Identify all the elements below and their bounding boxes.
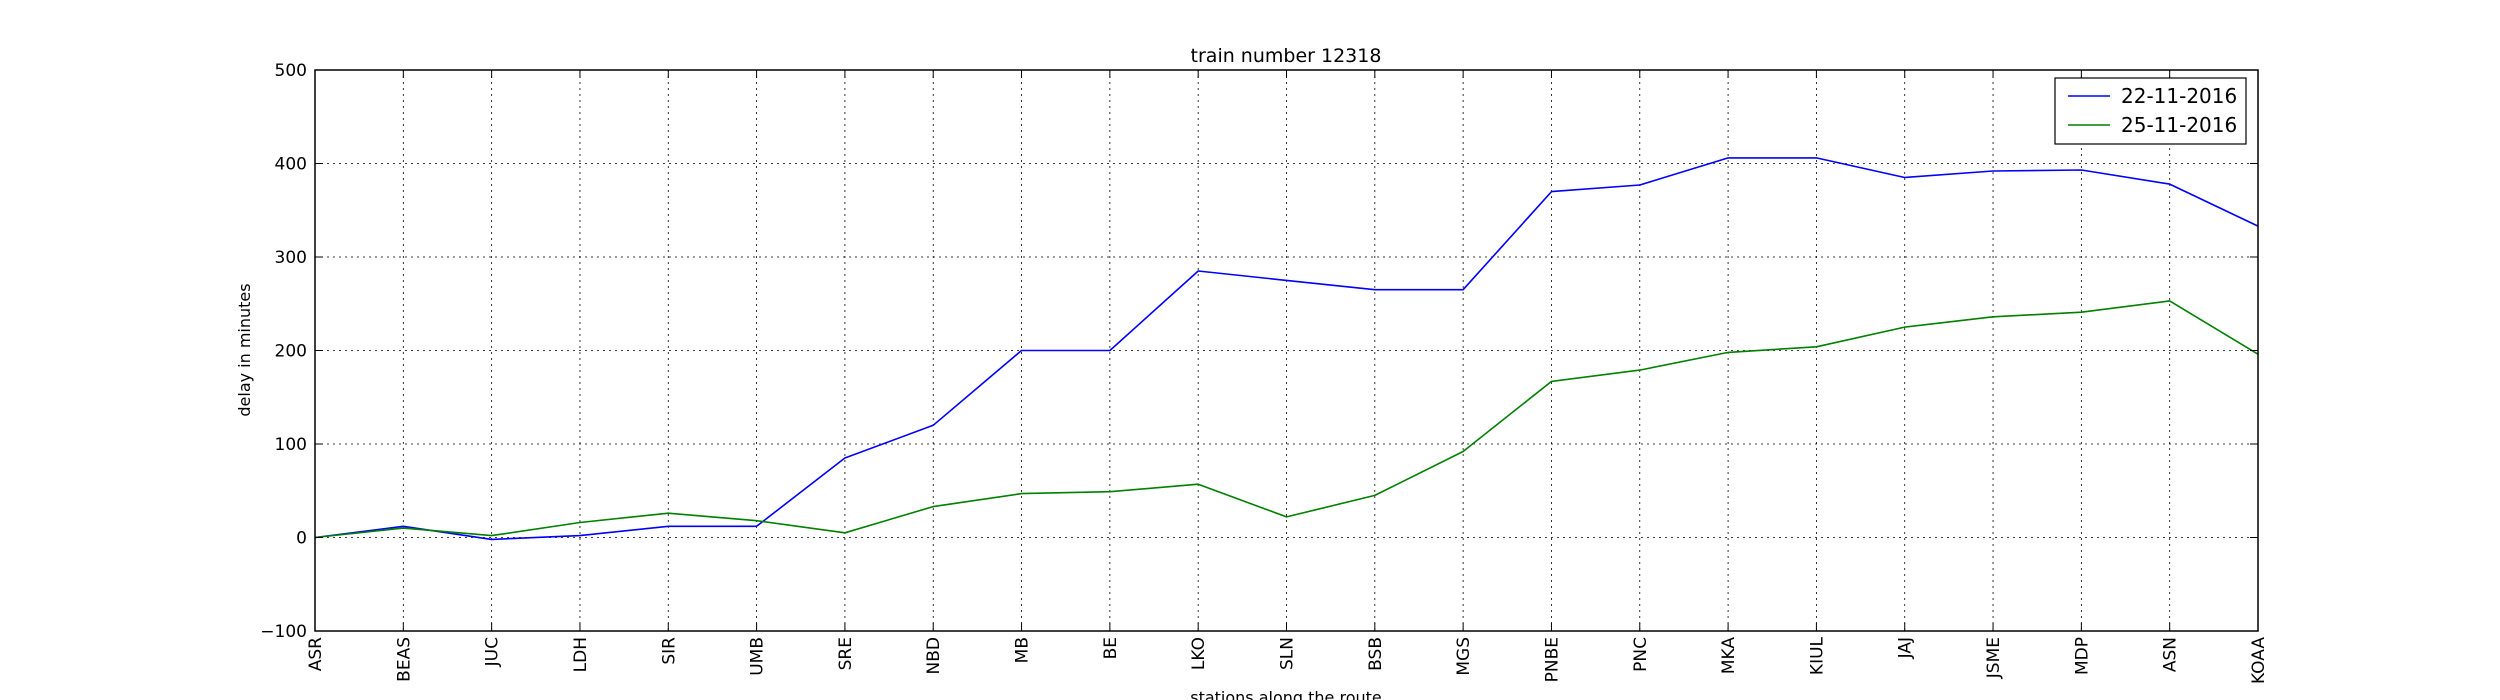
axis-ticks (314, 69, 2259, 632)
x-tick-label: KOAA (2249, 637, 2269, 684)
chart-title: train number 12318 (1191, 45, 1382, 67)
y-tick-label: 400 (275, 155, 307, 175)
legend-label-series-2: 25-11-2016 (2121, 113, 2237, 137)
series-line-1 (314, 157, 2259, 541)
x-axis-label: stations along the route (1190, 688, 1382, 700)
x-tick-label: UMB (748, 637, 768, 676)
x-tick-label: SIR (659, 637, 679, 665)
x-tick-label: SLN (1278, 637, 1298, 670)
x-tick-label: MDP (2072, 637, 2092, 675)
x-tick-label: BEAS (394, 637, 414, 682)
x-tick-label: BE (1101, 637, 1121, 659)
x-tick-label: ASR (306, 637, 326, 671)
x-tick-label: MB (1013, 637, 1033, 663)
plot-background (315, 70, 2258, 631)
y-tick-label: −100 (260, 622, 307, 642)
legend-label-series-1: 22-11-2016 (2121, 84, 2237, 108)
x-tick-label: LKO (1189, 637, 1209, 670)
y-axis-label: delay in minutes (235, 283, 254, 416)
series-lines (314, 157, 2259, 541)
x-tick-label: SRE (836, 637, 856, 670)
legend: 22-11-2016 25-11-2016 (2054, 77, 2247, 145)
x-tick-label: PNBE (1542, 637, 1562, 682)
x-tick-label: LDH (571, 637, 591, 672)
y-tick-label: 300 (275, 248, 307, 268)
x-tick-label: JSME (1984, 637, 2004, 679)
x-tick-label: MGS (1454, 637, 1474, 676)
y-tick-label: 500 (275, 61, 307, 81)
x-tick-label: KIUL (1807, 636, 1827, 675)
y-tick-label: 100 (275, 435, 307, 455)
y-tick-label: 0 (296, 529, 307, 549)
tick-labels: −100 0 100 200 300 400 500 ASR BEAS JUC LDH SIR UMB S… (260, 61, 2269, 684)
x-tick-label: ASN (2161, 637, 2181, 672)
series-line-2 (314, 300, 2259, 539)
x-tick-label: PNC (1631, 637, 1651, 672)
legend-box (2054, 77, 2247, 145)
y-tick-label: 200 (275, 342, 307, 362)
x-tick-label: NBD (924, 637, 944, 674)
x-tick-label: JAJ (1896, 637, 1916, 659)
x-tick-label: BSB (1366, 637, 1386, 671)
x-tick-label: JUC (483, 637, 503, 667)
x-tick-label: MKA (1719, 637, 1739, 675)
